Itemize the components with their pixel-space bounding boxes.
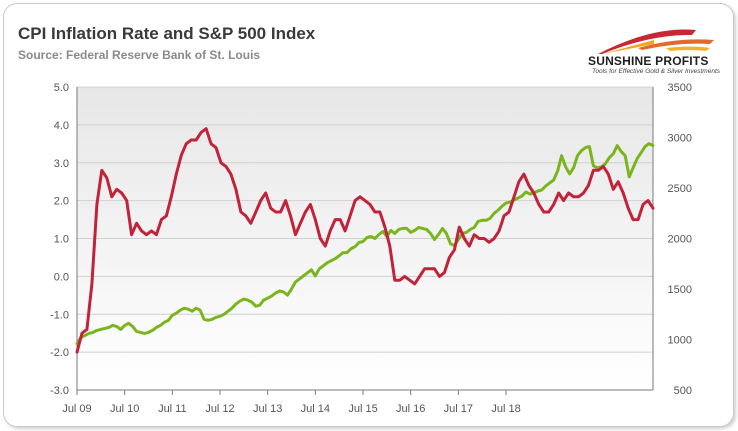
left-tick-label: -2.0: [50, 347, 69, 359]
left-tick-label: 5.0: [54, 82, 69, 94]
left-tick-label: -3.0: [50, 385, 69, 397]
x-tick-label: Jul 18: [491, 403, 520, 415]
x-tick-label: Jul 17: [444, 403, 473, 415]
x-tick-label: Jul 15: [348, 403, 377, 415]
right-tick-label: 3000: [668, 133, 692, 145]
right-tick-label: 500: [674, 385, 692, 397]
left-tick-label: 2.0: [54, 196, 69, 208]
left-tick-label: 1.0: [54, 234, 69, 246]
cpi-series-line: [75, 127, 655, 354]
left-tick-label: 4.0: [54, 120, 69, 132]
chart-title: CPI Inflation Rate and S&P 500 Index: [18, 24, 316, 43]
logo-tagline: Tools for Effective Gold & Silver Invest…: [592, 68, 721, 75]
x-tick-label: Jul 14: [301, 403, 330, 415]
x-tick-label: Jul 11: [158, 403, 187, 415]
right-tick-label: 2500: [668, 183, 692, 195]
sp500-series-line: [75, 142, 655, 345]
x-tick-label: Jul 10: [110, 403, 139, 415]
logo-name: SUNSHINE PROFITS: [588, 54, 709, 68]
right-tick-label: 1000: [668, 335, 692, 347]
x-tick-label: Jul 16: [396, 403, 425, 415]
logo-swoosh-icon: [598, 29, 714, 54]
series-lines: [75, 127, 655, 354]
right-tick-label: 2000: [668, 234, 692, 246]
left-axis-ticks: -3.0 -2.0 -1.0 0.0 1.0 2.0 3.0 4.0 5.0: [50, 82, 69, 397]
left-tick-label: 3.0: [54, 158, 69, 170]
right-tick-label: 1500: [668, 284, 692, 296]
chart-source: Source: Federal Reserve Bank of St. Loui…: [18, 48, 261, 62]
x-tick-label: Jul 12: [205, 403, 234, 415]
x-tick-label: Jul 09: [62, 403, 91, 415]
sunshine-profits-logo: SUNSHINE PROFITS Tools for Effective Gol…: [582, 18, 728, 80]
left-tick-label: 0.0: [54, 271, 69, 283]
right-tick-label: 3500: [668, 82, 692, 94]
left-tick-label: -1.0: [50, 309, 69, 321]
x-tick-label: Jul 13: [253, 403, 282, 415]
axes: [76, 87, 654, 391]
right-axis-ticks: 500 1000 1500 2000 2500 3000 3500: [668, 82, 692, 397]
x-axis-ticks: Jul 09 Jul 10 Jul 11 Jul 12 Jul 13 Jul 14 Jul …: [62, 390, 521, 415]
